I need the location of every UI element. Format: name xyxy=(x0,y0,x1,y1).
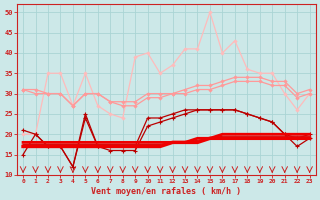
X-axis label: Vent moyen/en rafales ( km/h ): Vent moyen/en rafales ( km/h ) xyxy=(91,187,241,196)
